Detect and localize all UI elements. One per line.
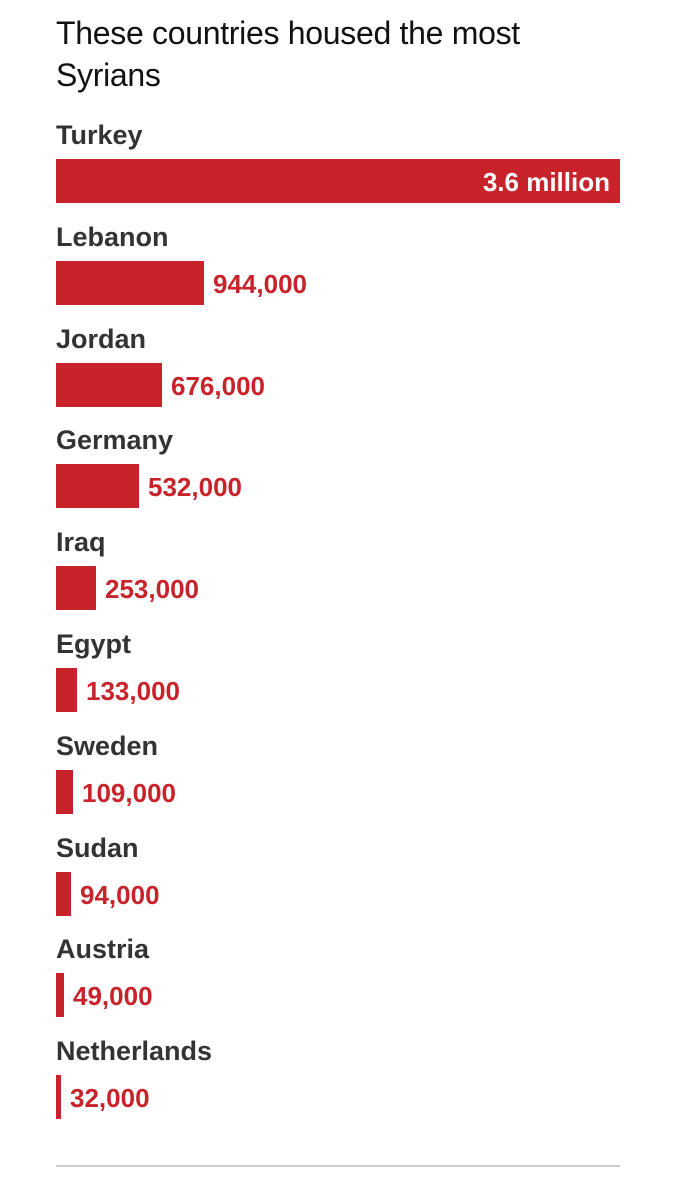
value-label: 532,000	[148, 472, 242, 503]
category-label: Lebanon	[56, 221, 169, 252]
bar	[56, 668, 77, 712]
bar	[56, 159, 620, 203]
category-label: Germany	[56, 425, 174, 456]
bar-row: Egypt 133,000	[56, 627, 620, 717]
bar	[56, 871, 71, 916]
bar	[56, 769, 73, 814]
bar-row: Lebanon 944,000	[56, 220, 620, 310]
bar	[56, 464, 139, 509]
category-label: Sweden	[56, 730, 159, 761]
value-label: 32,000	[70, 1083, 150, 1114]
bar-row: Sweden 109,000	[56, 729, 620, 819]
bar-row: Sudan 94,000	[56, 831, 620, 921]
value-label: 253,000	[105, 574, 199, 605]
bar-chart: Turkey 3.6 million Lebanon 944,000 Jordan 676…	[56, 0, 620, 1200]
bar	[56, 362, 162, 407]
value-label: 944,000	[213, 268, 307, 299]
category-label: Egypt	[56, 629, 132, 659]
category-label: Austria	[56, 934, 150, 965]
bar-row: Austria 49,000	[56, 932, 620, 1022]
value-label: 133,000	[86, 676, 180, 706]
value-label: 94,000	[80, 879, 160, 910]
value-label: 3.6 million	[482, 167, 610, 197]
value-label: 49,000	[73, 981, 153, 1012]
category-label: Jordan	[56, 323, 147, 354]
chart-title: These countries housed the most Syrians	[56, 15, 520, 93]
category-label: Sudan	[56, 832, 139, 863]
bar-row: Germany 532,000	[56, 423, 620, 513]
bar-row: Turkey 3.6 million	[56, 118, 620, 208]
category-label: Iraq	[56, 527, 106, 558]
bar	[56, 973, 64, 1018]
bar	[56, 1075, 61, 1120]
bar	[56, 260, 204, 305]
category-label: Netherlands	[56, 1036, 213, 1067]
bar-row: Iraq 253,000	[56, 525, 620, 615]
value-label: 676,000	[171, 370, 265, 401]
value-label: 109,000	[82, 777, 176, 808]
bar-row: Jordan 676,000	[56, 322, 620, 412]
bar-row: Netherlands 32,000	[56, 1034, 620, 1124]
category-label: Turkey	[56, 120, 143, 150]
bar	[56, 566, 96, 611]
bottom-divider	[56, 1165, 620, 1167]
